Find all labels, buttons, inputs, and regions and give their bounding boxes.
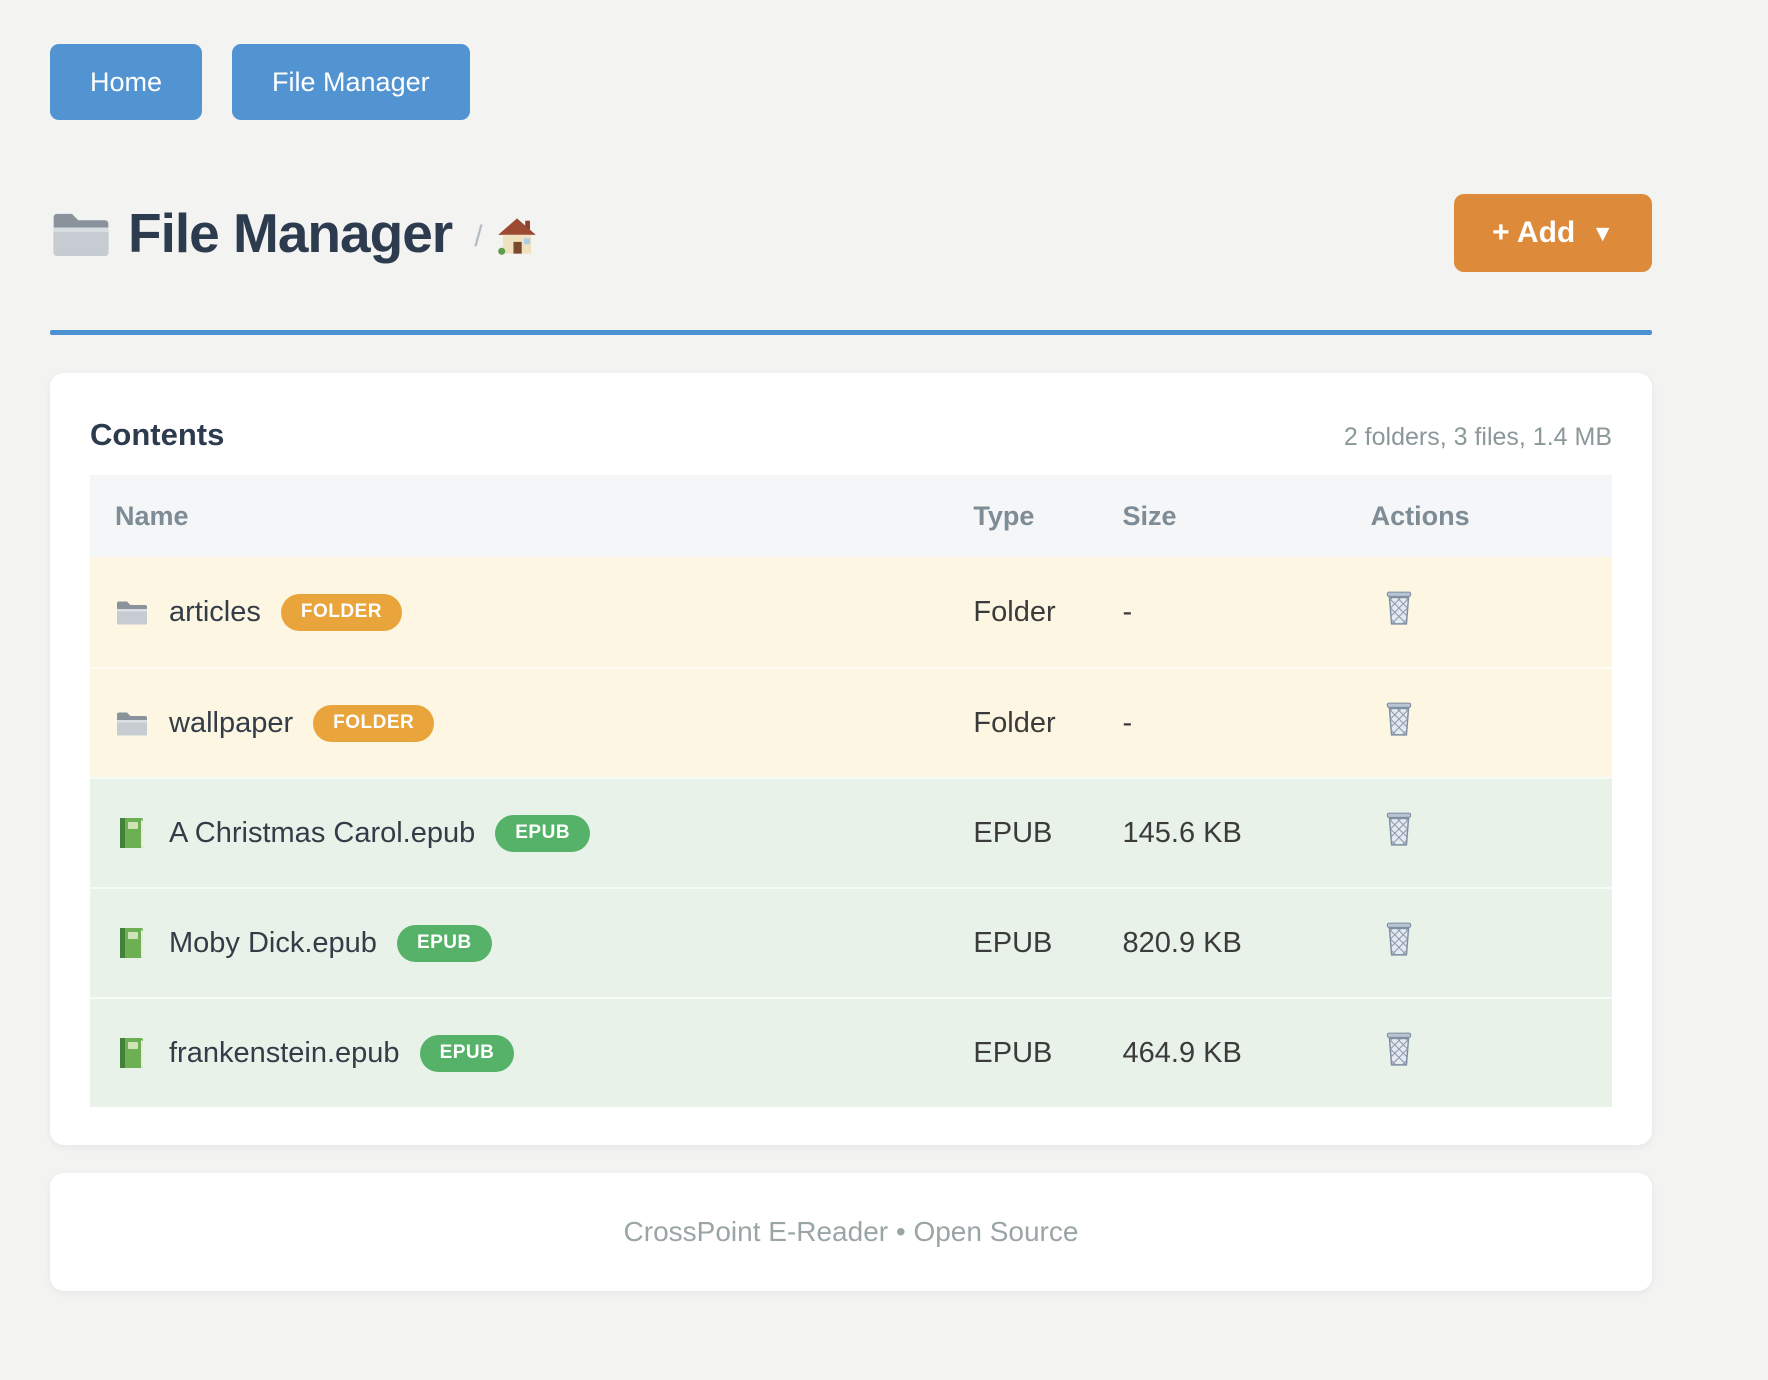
file-type: EPUB (948, 817, 1097, 850)
breadcrumb-separator: / (474, 220, 482, 254)
table-row: wallpaper FOLDER Folder - (90, 667, 1612, 777)
book-icon (115, 1036, 149, 1070)
file-type: Folder (948, 596, 1097, 629)
folder-icon (115, 706, 149, 740)
top-nav: Home File Manager (50, 0, 1652, 120)
column-header-name: Name (90, 501, 948, 532)
file-type: Folder (948, 707, 1097, 740)
file-type: EPUB (948, 1037, 1097, 1070)
delete-button[interactable] (1383, 1031, 1415, 1070)
contents-heading: Contents (90, 417, 224, 453)
contents-card: Contents 2 folders, 3 files, 1.4 MB Name… (50, 373, 1652, 1145)
book-icon (115, 926, 149, 960)
file-size: 145.6 KB (1098, 817, 1346, 850)
book-icon (115, 816, 149, 850)
table-row: Moby Dick.epub EPUB EPUB 820.9 KB (90, 887, 1612, 997)
type-badge: EPUB (495, 815, 590, 852)
type-badge: FOLDER (281, 594, 402, 631)
footer-text: CrossPoint E-Reader • Open Source (624, 1216, 1079, 1248)
chevron-down-icon: ▼ (1591, 220, 1614, 247)
file-name[interactable]: articles (169, 596, 261, 629)
file-table: Name Type Size Actions articles FOLDER F… (90, 475, 1612, 1107)
trash-icon (1383, 701, 1415, 737)
column-header-type: Type (948, 501, 1097, 532)
contents-summary: 2 folders, 3 files, 1.4 MB (1344, 423, 1612, 452)
title-underline (50, 330, 1652, 335)
type-badge: EPUB (397, 925, 492, 962)
delete-button[interactable] (1383, 590, 1415, 629)
table-body: articles FOLDER Folder - (90, 557, 1612, 1107)
table-header-row: Name Type Size Actions (90, 475, 1612, 557)
add-button-label: + Add (1492, 216, 1575, 250)
file-size: - (1098, 707, 1346, 740)
table-row: articles FOLDER Folder - (90, 557, 1612, 667)
file-name[interactable]: Moby Dick.epub (169, 927, 377, 960)
footer: CrossPoint E-Reader • Open Source (50, 1173, 1652, 1291)
table-row: frankenstein.epub EPUB EPUB 464.9 KB (90, 997, 1612, 1107)
delete-button[interactable] (1383, 811, 1415, 850)
nav-file-manager-button[interactable]: File Manager (232, 44, 470, 120)
file-name[interactable]: A Christmas Carol.epub (169, 817, 475, 850)
file-type: EPUB (948, 927, 1097, 960)
file-manager-page: Home File Manager File Manager / + Add ▼ (50, 0, 1652, 1291)
type-badge: EPUB (420, 1035, 515, 1072)
page-header: File Manager / + Add ▼ (50, 194, 1652, 272)
add-button[interactable]: + Add ▼ (1454, 194, 1652, 272)
column-header-actions: Actions (1346, 501, 1612, 532)
trash-icon (1383, 1031, 1415, 1067)
nav-home-button[interactable]: Home (50, 44, 202, 120)
folder-icon (50, 208, 112, 258)
column-header-size: Size (1098, 501, 1346, 532)
trash-icon (1383, 811, 1415, 847)
trash-icon (1383, 590, 1415, 626)
delete-button[interactable] (1383, 921, 1415, 960)
trash-icon (1383, 921, 1415, 957)
house-icon[interactable] (497, 217, 537, 255)
file-name[interactable]: frankenstein.epub (169, 1037, 400, 1070)
file-name[interactable]: wallpaper (169, 707, 293, 740)
folder-icon (115, 595, 149, 629)
table-row: A Christmas Carol.epub EPUB EPUB 145.6 K… (90, 777, 1612, 887)
file-size: - (1098, 596, 1346, 629)
file-size: 820.9 KB (1098, 927, 1346, 960)
file-size: 464.9 KB (1098, 1037, 1346, 1070)
delete-button[interactable] (1383, 701, 1415, 740)
page-title: File Manager (128, 201, 452, 265)
type-badge: FOLDER (313, 705, 434, 742)
